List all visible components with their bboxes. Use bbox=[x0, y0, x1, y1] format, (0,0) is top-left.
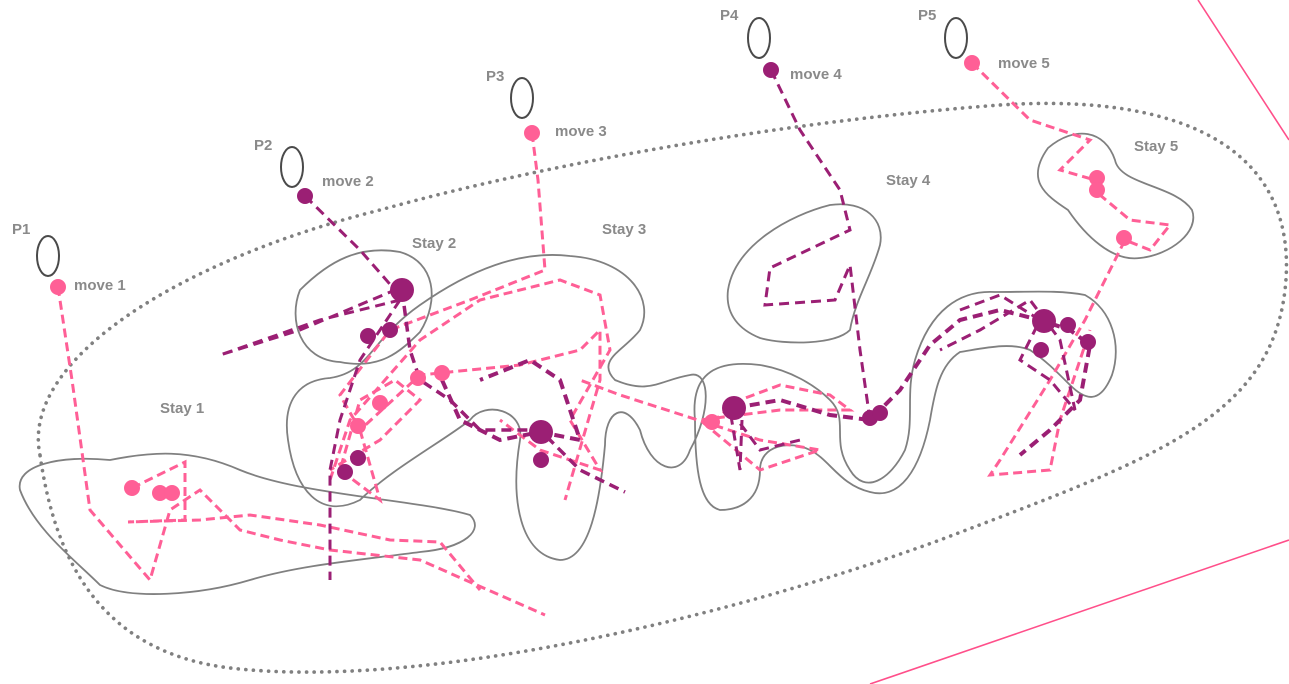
move-3-label: move 3 bbox=[555, 123, 607, 140]
purple-path-2 bbox=[400, 289, 626, 494]
pink-point bbox=[350, 418, 366, 434]
person-p1-marker bbox=[36, 235, 60, 277]
stay-5-outline bbox=[1036, 132, 1195, 260]
pink-path-3 bbox=[338, 132, 602, 501]
person-markers bbox=[36, 17, 968, 277]
stay-4-label: Stay 4 bbox=[886, 172, 931, 189]
move-5-label: move 5 bbox=[998, 55, 1050, 72]
pink-path-6 bbox=[970, 61, 1173, 477]
person-p1-label: P1 bbox=[12, 221, 30, 238]
pink-point bbox=[1089, 182, 1105, 198]
pink-point bbox=[434, 365, 450, 381]
pink-point bbox=[524, 125, 540, 141]
pink-point bbox=[372, 395, 388, 411]
purple-point bbox=[297, 188, 313, 204]
person-p4-label: P4 bbox=[720, 7, 739, 24]
purple-trajectories bbox=[219, 69, 1093, 580]
purple-path-8 bbox=[939, 293, 1077, 411]
pink-point bbox=[164, 485, 180, 501]
stay-3-label: Stay 3 bbox=[602, 221, 646, 238]
pink-point bbox=[1116, 230, 1132, 246]
pink-point bbox=[152, 485, 168, 501]
purple-point bbox=[533, 452, 549, 468]
pink-points bbox=[50, 55, 1132, 501]
purple-point bbox=[872, 405, 888, 421]
person-p5-marker bbox=[944, 17, 968, 59]
purple-point bbox=[529, 420, 553, 444]
stay-2-outline bbox=[294, 249, 433, 365]
pink-trajectories bbox=[56, 61, 1173, 617]
stay-4-upper-lobe bbox=[726, 203, 882, 344]
purple-point bbox=[1032, 309, 1056, 333]
pink-point bbox=[124, 480, 140, 496]
purple-point bbox=[390, 278, 414, 302]
person-p3-marker bbox=[510, 77, 534, 119]
stay-1-label: Stay 1 bbox=[160, 400, 204, 417]
purple-point bbox=[763, 62, 779, 78]
pink-path-1 bbox=[56, 286, 546, 617]
purple-path-4 bbox=[440, 357, 583, 443]
person-p2-marker bbox=[280, 146, 304, 188]
move-1-label: move 1 bbox=[74, 277, 126, 294]
stay-2-label: Stay 2 bbox=[412, 235, 456, 252]
region-boundary bbox=[869, 0, 1289, 684]
move-4-label: move 4 bbox=[790, 66, 842, 83]
purple-point bbox=[1033, 342, 1049, 358]
stay-5-label: Stay 5 bbox=[1134, 138, 1178, 155]
pink-point bbox=[410, 370, 426, 386]
purple-point bbox=[722, 396, 746, 420]
stay-1-outline bbox=[18, 452, 476, 595]
pink-path-4 bbox=[328, 278, 612, 481]
purple-point bbox=[382, 322, 398, 338]
purple-path-1 bbox=[219, 194, 401, 357]
purple-point bbox=[350, 450, 366, 466]
purple-point bbox=[360, 328, 376, 344]
pink-path-7 bbox=[329, 378, 423, 504]
purple-path-7 bbox=[728, 409, 801, 471]
move-2-label: move 2 bbox=[322, 173, 374, 190]
person-p2-label: P2 bbox=[254, 137, 272, 154]
stay-3-outline bbox=[286, 254, 707, 561]
stay-4-outline bbox=[693, 290, 1117, 511]
pink-point bbox=[964, 55, 980, 71]
person-p4-marker bbox=[747, 17, 771, 59]
pink-point bbox=[50, 279, 66, 295]
purple-path-6 bbox=[733, 307, 1093, 457]
purple-point bbox=[337, 464, 353, 480]
purple-points bbox=[297, 62, 1096, 480]
purple-point bbox=[1080, 334, 1096, 350]
overall-region-outline bbox=[36, 101, 1289, 674]
person-p5-label: P5 bbox=[918, 7, 936, 24]
pink-point bbox=[1089, 170, 1105, 186]
pink-path-5 bbox=[579, 378, 855, 472]
pink-path-2 bbox=[127, 459, 482, 591]
pink-point bbox=[704, 414, 720, 430]
purple-point bbox=[1060, 317, 1076, 333]
purple-path-5 bbox=[763, 69, 872, 421]
person-p3-label: P3 bbox=[486, 68, 504, 85]
